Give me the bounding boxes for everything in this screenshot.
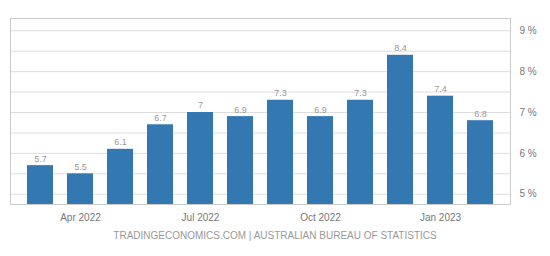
svg-text:6.8: 6.8 xyxy=(474,109,487,119)
svg-text:6.9: 6.9 xyxy=(314,104,327,114)
svg-text:8.4: 8.4 xyxy=(394,43,407,53)
svg-text:7 %: 7 % xyxy=(520,107,537,118)
svg-text:6.1: 6.1 xyxy=(114,137,127,147)
svg-text:Jul 2022: Jul 2022 xyxy=(182,212,220,223)
svg-text:5.7: 5.7 xyxy=(34,154,47,164)
svg-text:5.5: 5.5 xyxy=(74,162,87,172)
svg-text:Apr 2022: Apr 2022 xyxy=(60,212,101,223)
svg-text:9 %: 9 % xyxy=(520,25,537,36)
html-text:TRADINGECONOMICS.COM | AUSTRAL: TRADINGECONOMICS.COM | AUSTRALIAN BUREAU… xyxy=(113,230,437,241)
svg-text:7: 7 xyxy=(198,100,203,110)
svg-text:7.3: 7.3 xyxy=(354,88,367,98)
svg-text:7.4: 7.4 xyxy=(434,84,447,94)
svg-text:6 %: 6 % xyxy=(520,148,537,159)
svg-text:8 %: 8 % xyxy=(520,66,537,77)
svg-text:7.3: 7.3 xyxy=(274,88,287,98)
svg-text:6.7: 6.7 xyxy=(154,113,167,123)
svg-text:6.9: 6.9 xyxy=(234,104,247,114)
svg-text:Jan 2023: Jan 2023 xyxy=(420,212,462,223)
svg-text:5 %: 5 % xyxy=(520,188,537,199)
svg-text:Oct 2022: Oct 2022 xyxy=(300,212,341,223)
